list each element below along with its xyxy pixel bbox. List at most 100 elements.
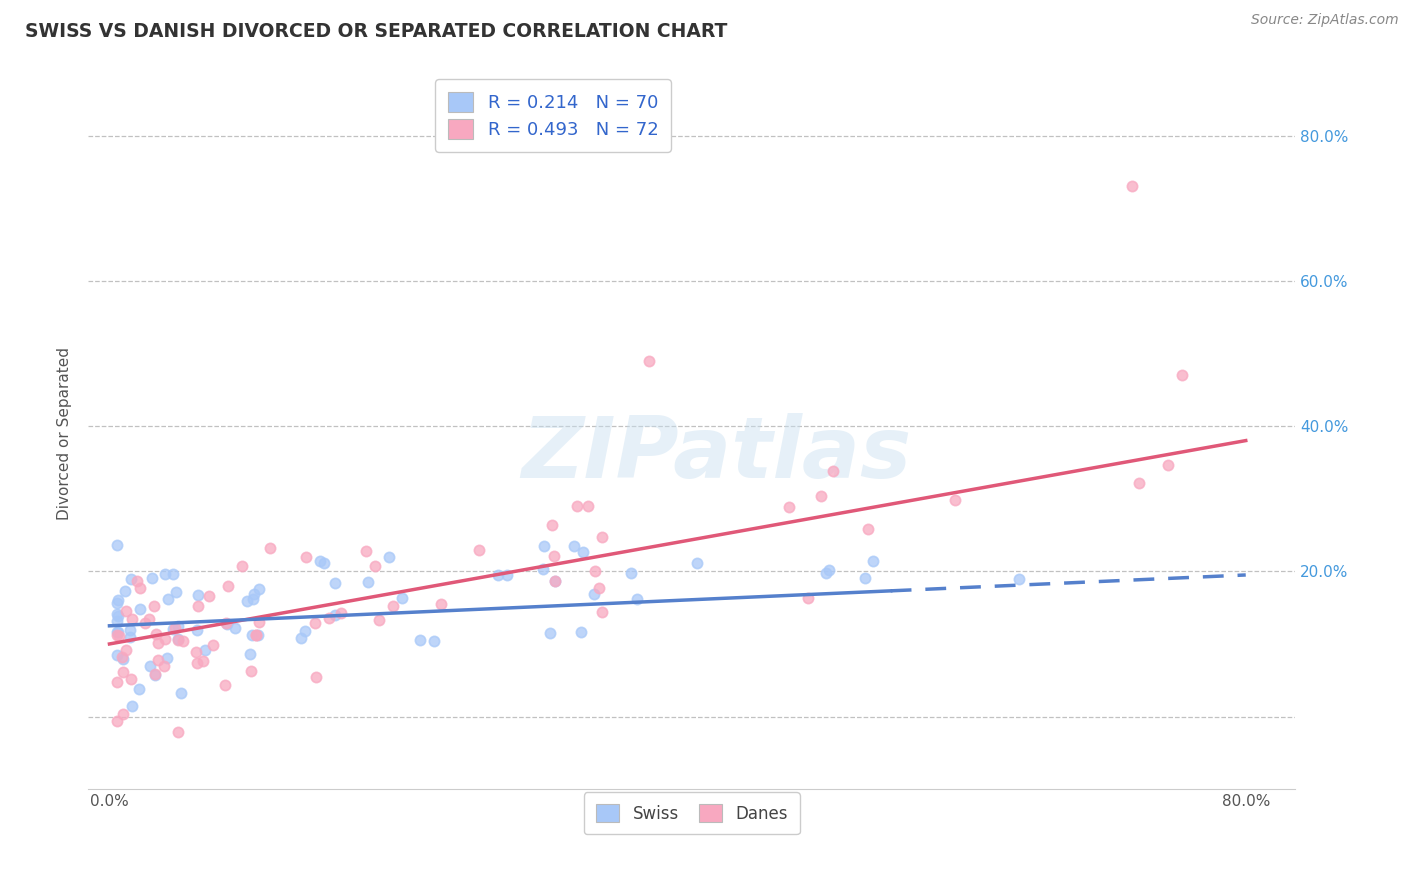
- Text: ZIPatlas: ZIPatlas: [520, 413, 911, 496]
- Point: [815, 566, 838, 580]
- Point: [862, 554, 884, 568]
- Point: [381, 599, 404, 613]
- Point: [486, 567, 509, 582]
- Point: [214, 678, 236, 692]
- Point: [202, 638, 225, 652]
- Point: [496, 568, 519, 582]
- Point: [217, 579, 239, 593]
- Point: [309, 554, 332, 568]
- Point: [247, 615, 270, 629]
- Point: [162, 622, 184, 636]
- Point: [423, 634, 446, 648]
- Point: [107, 593, 129, 607]
- Point: [239, 647, 262, 661]
- Point: [120, 672, 142, 686]
- Point: [111, 649, 134, 664]
- Point: [187, 599, 209, 613]
- Point: [193, 643, 215, 657]
- Point: [357, 575, 380, 590]
- Point: [121, 699, 143, 714]
- Point: [141, 571, 163, 585]
- Point: [143, 666, 166, 681]
- Point: [538, 626, 561, 640]
- Point: [943, 493, 966, 508]
- Point: [105, 607, 128, 622]
- Point: [565, 499, 588, 513]
- Point: [172, 634, 194, 648]
- Point: [186, 623, 208, 637]
- Point: [626, 592, 648, 607]
- Point: [314, 556, 336, 570]
- Point: [620, 566, 643, 581]
- Point: [295, 549, 318, 564]
- Point: [105, 714, 128, 728]
- Point: [638, 353, 661, 368]
- Point: [145, 627, 167, 641]
- Point: [391, 591, 413, 605]
- Point: [112, 665, 135, 680]
- Point: [105, 628, 128, 642]
- Point: [294, 624, 316, 638]
- Point: [818, 563, 841, 577]
- Point: [167, 632, 190, 646]
- Point: [572, 545, 595, 559]
- Point: [156, 592, 179, 607]
- Point: [105, 538, 128, 552]
- Point: [153, 632, 176, 646]
- Point: [129, 581, 152, 595]
- Point: [139, 658, 162, 673]
- Point: [231, 558, 253, 573]
- Point: [304, 615, 326, 630]
- Point: [184, 644, 207, 658]
- Point: [153, 566, 176, 581]
- Point: [304, 669, 326, 683]
- Point: [1008, 573, 1031, 587]
- Point: [155, 651, 177, 665]
- Point: [245, 627, 267, 641]
- Point: [544, 574, 567, 588]
- Point: [583, 587, 606, 601]
- Point: [169, 686, 191, 700]
- Point: [143, 667, 166, 681]
- Point: [354, 544, 377, 558]
- Point: [105, 648, 128, 662]
- Point: [215, 617, 238, 632]
- Point: [853, 571, 876, 585]
- Point: [115, 604, 138, 618]
- Point: [259, 541, 281, 556]
- Point: [107, 608, 129, 623]
- Point: [856, 522, 879, 536]
- Point: [187, 588, 209, 602]
- Point: [111, 651, 134, 665]
- Point: [118, 630, 141, 644]
- Point: [290, 631, 312, 645]
- Point: [105, 674, 128, 689]
- Point: [543, 549, 565, 564]
- Point: [430, 597, 453, 611]
- Point: [242, 628, 264, 642]
- Point: [198, 589, 221, 603]
- Point: [242, 591, 264, 606]
- Point: [583, 564, 606, 578]
- Point: [591, 530, 613, 544]
- Text: SWISS VS DANISH DIVORCED OR SEPARATED CORRELATION CHART: SWISS VS DANISH DIVORCED OR SEPARATED CO…: [25, 22, 728, 41]
- Point: [166, 633, 188, 648]
- Point: [125, 574, 148, 589]
- Point: [367, 613, 389, 627]
- Point: [138, 612, 160, 626]
- Point: [165, 585, 187, 599]
- Point: [778, 500, 800, 515]
- Point: [105, 597, 128, 611]
- Point: [167, 619, 190, 633]
- Point: [111, 707, 134, 722]
- Point: [1171, 368, 1194, 383]
- Point: [214, 615, 236, 630]
- Point: [249, 582, 271, 597]
- Point: [588, 581, 610, 595]
- Point: [128, 601, 150, 615]
- Point: [1157, 458, 1180, 472]
- Point: [797, 591, 820, 605]
- Point: [686, 556, 709, 570]
- Point: [243, 587, 266, 601]
- Point: [1121, 179, 1143, 194]
